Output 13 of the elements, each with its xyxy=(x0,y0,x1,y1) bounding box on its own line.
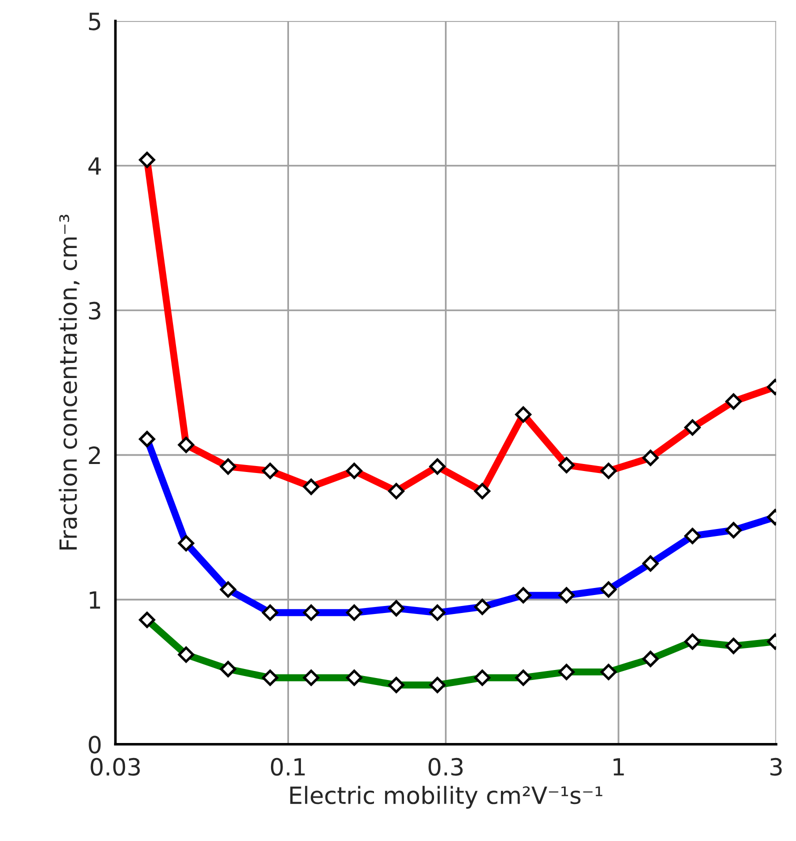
y-tick-label: 4 xyxy=(88,157,101,175)
x-tick-label: 3 xyxy=(770,758,782,776)
x-tick-label: 0.3 xyxy=(428,758,463,776)
y-tick-label: 3 xyxy=(89,302,100,320)
y-tick-label: 1 xyxy=(90,591,100,609)
y-tick-label: 2 xyxy=(88,446,100,464)
y-tick-label: 5 xyxy=(89,12,100,30)
y-axis-title: Fraction concentration, cm⁻³ xyxy=(58,214,80,550)
x-axis-title: Electric mobility cm²V⁻¹s⁻¹ xyxy=(290,786,602,809)
y-tick-label: 0 xyxy=(88,736,101,754)
x-tick-label: 0.1 xyxy=(270,758,305,776)
x-tick-label: 0.03 xyxy=(90,758,140,776)
x-tick-label: 1 xyxy=(614,758,624,776)
